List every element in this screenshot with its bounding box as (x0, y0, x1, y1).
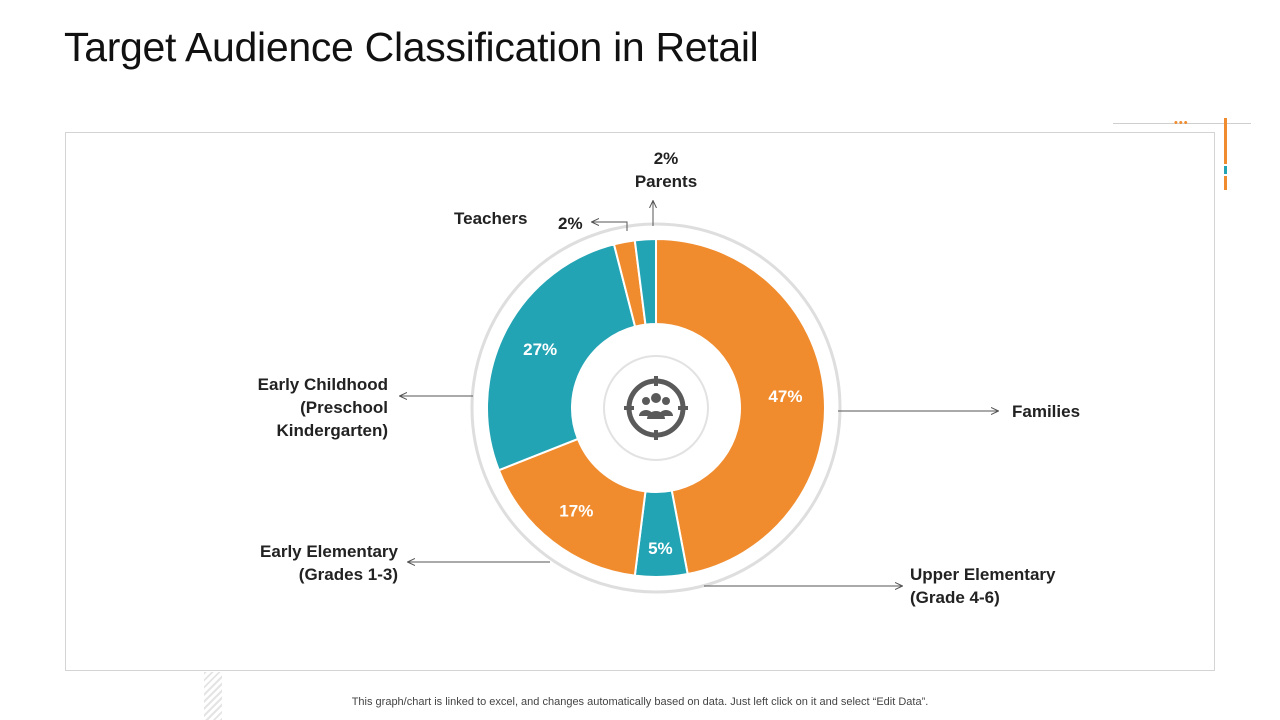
slice-early-childhood[interactable] (486, 243, 637, 472)
value-label-early-elementary: 17% (559, 502, 593, 521)
value-label-early-childhood: 27% (523, 340, 557, 359)
footnote: This graph/chart is linked to excel, and… (351, 696, 929, 708)
value-label-upper-elementary: 5% (648, 539, 673, 558)
label-teachers: Teachers (454, 209, 528, 228)
slice-families[interactable] (655, 237, 827, 576)
chart-frame (65, 132, 1215, 671)
label-parents: 2% Parents (634, 149, 698, 191)
leader-teachers (592, 222, 628, 231)
value-label-teachers-outside: 2% (558, 214, 583, 233)
label-families: Families (1012, 402, 1081, 421)
decor-bar-orange-small (1224, 176, 1227, 190)
decor-bar-orange (1224, 118, 1227, 164)
page-title: Target Audience Classification in Retail (64, 24, 759, 70)
decor-hatch (204, 672, 222, 720)
value-label-families: 47% (768, 387, 802, 406)
decor-line (1113, 123, 1251, 124)
label-early-childhood: Early Childhood (Preschool Kindergarten) (257, 375, 388, 440)
label-upper-elementary: Upper Elementary (Grade 4-6) (910, 565, 1056, 607)
leader-lines (400, 201, 998, 586)
group-target-icon (624, 376, 688, 440)
donut-inner-ring (603, 355, 709, 461)
decor-bar-teal (1224, 166, 1227, 174)
label-early-elementary: Early Elementary (Grades 1-3) (260, 542, 398, 584)
slice-parents[interactable] (633, 237, 657, 326)
decor-dots: ••• (1174, 117, 1189, 129)
slice-early-elementary[interactable] (497, 437, 647, 577)
